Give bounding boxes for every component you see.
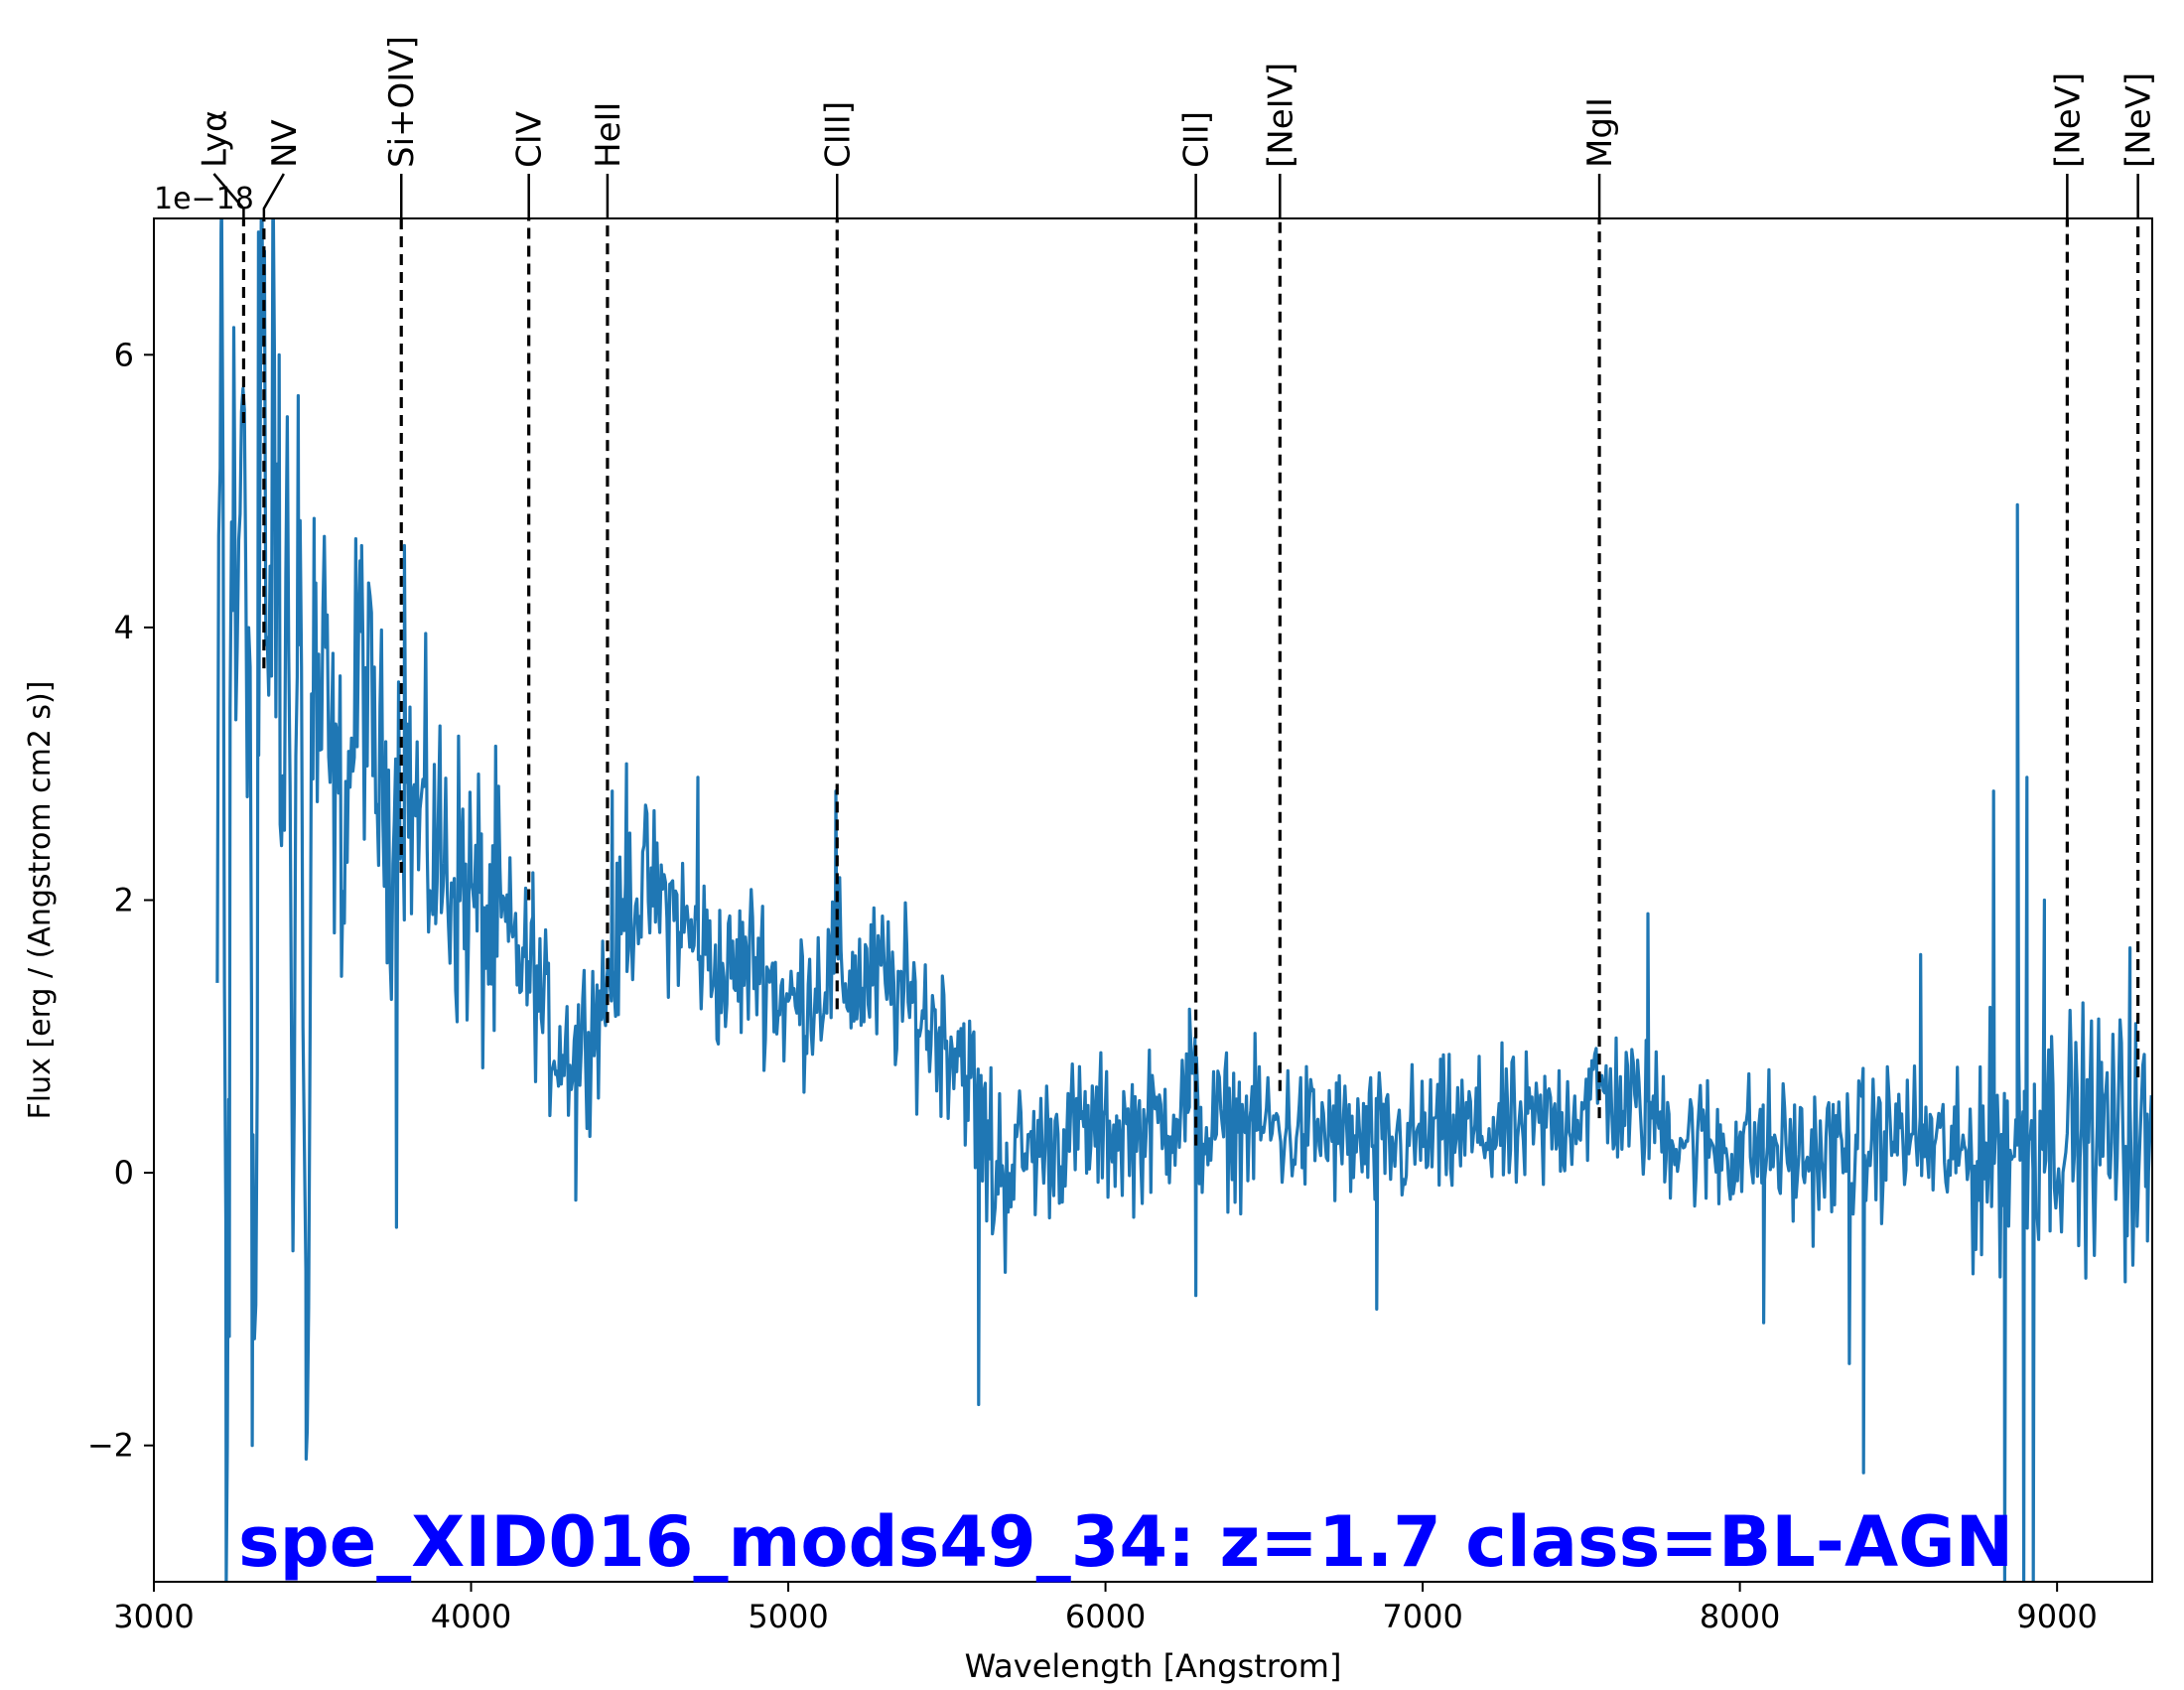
emission-line-label: [NeV]: [2048, 72, 2088, 168]
y-tick-label: 0: [114, 1154, 134, 1192]
spectrum-line: [215, 218, 2152, 1582]
emission-line-label: CII]: [1177, 111, 1217, 168]
y-tick-label: 6: [114, 336, 134, 373]
emission-line-label: CIII]: [818, 101, 858, 168]
emission-line-label: CIV: [510, 111, 550, 168]
x-tick-label: 4000: [431, 1598, 511, 1635]
y-tick-label: 4: [114, 609, 134, 646]
emission-line-leader: [262, 173, 285, 218]
emission-line-label: [NeV]: [2119, 72, 2159, 168]
emission-line-label: [NeIV]: [1261, 63, 1300, 168]
emission-line-leader: [212, 173, 245, 218]
x-axis: 3000 4000 5000 6000 7000 8000 9000: [113, 1582, 2098, 1635]
chart-title: spe_XID016_mods49_34: z=1.7 class=BL-AGN: [238, 1501, 2013, 1583]
emission-line-label: MgII: [1580, 97, 1620, 168]
x-tick-label: 8000: [1700, 1598, 1780, 1635]
x-tick-label: 5000: [748, 1598, 828, 1635]
emission-line-label: HeII: [589, 101, 628, 168]
emission-line-label: Lyα: [195, 110, 234, 168]
x-tick-label: 3000: [113, 1598, 194, 1635]
x-tick-label: 9000: [2016, 1598, 2097, 1635]
emission-line-label: Si+OIV]: [382, 36, 422, 168]
y-offset-text: 1e−18: [154, 182, 254, 216]
y-axis: −2 0 2 4 6: [87, 336, 154, 1465]
emission-lines-layer: Lyα NV Si+OIV] CIV HeII CIII] CII] [NeIV] MgII [N…: [195, 36, 2159, 1146]
emission-line-label: NV: [265, 119, 305, 168]
y-axis-label: Flux [erg / (Angstrom cm2 s)]: [23, 681, 58, 1120]
x-axis-label: Wavelength [Angstrom]: [965, 1647, 1342, 1685]
y-tick-label: −2: [87, 1427, 134, 1465]
y-tick-label: 2: [114, 882, 134, 919]
spectrum-layer: [215, 218, 2152, 1582]
x-tick-label: 6000: [1065, 1598, 1146, 1635]
x-tick-label: 7000: [1382, 1598, 1462, 1635]
